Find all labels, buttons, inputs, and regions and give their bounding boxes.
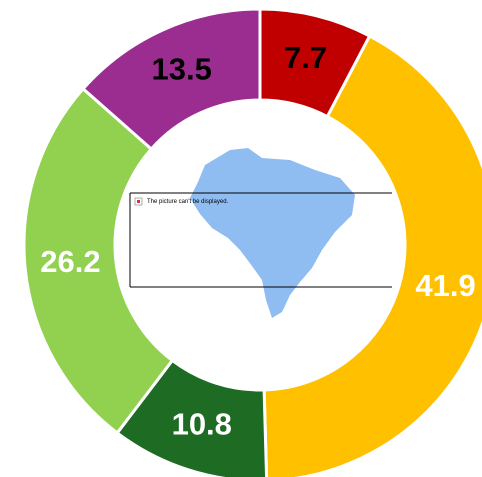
slice	[80, 7, 262, 152]
slices	[22, 7, 482, 477]
data-label: 13.5	[152, 52, 212, 87]
broken-image-icon-mark	[137, 200, 140, 203]
data-label: 10.8	[172, 407, 232, 442]
slice	[22, 86, 175, 436]
center-image: The picture can't be displayed.	[129, 148, 392, 318]
data-label: 26.2	[40, 244, 100, 279]
data-label: 7.7	[284, 40, 327, 75]
map-shape	[190, 148, 355, 318]
data-label: 41.9	[415, 268, 475, 303]
image-alt-text: The picture can't be displayed.	[147, 199, 229, 205]
